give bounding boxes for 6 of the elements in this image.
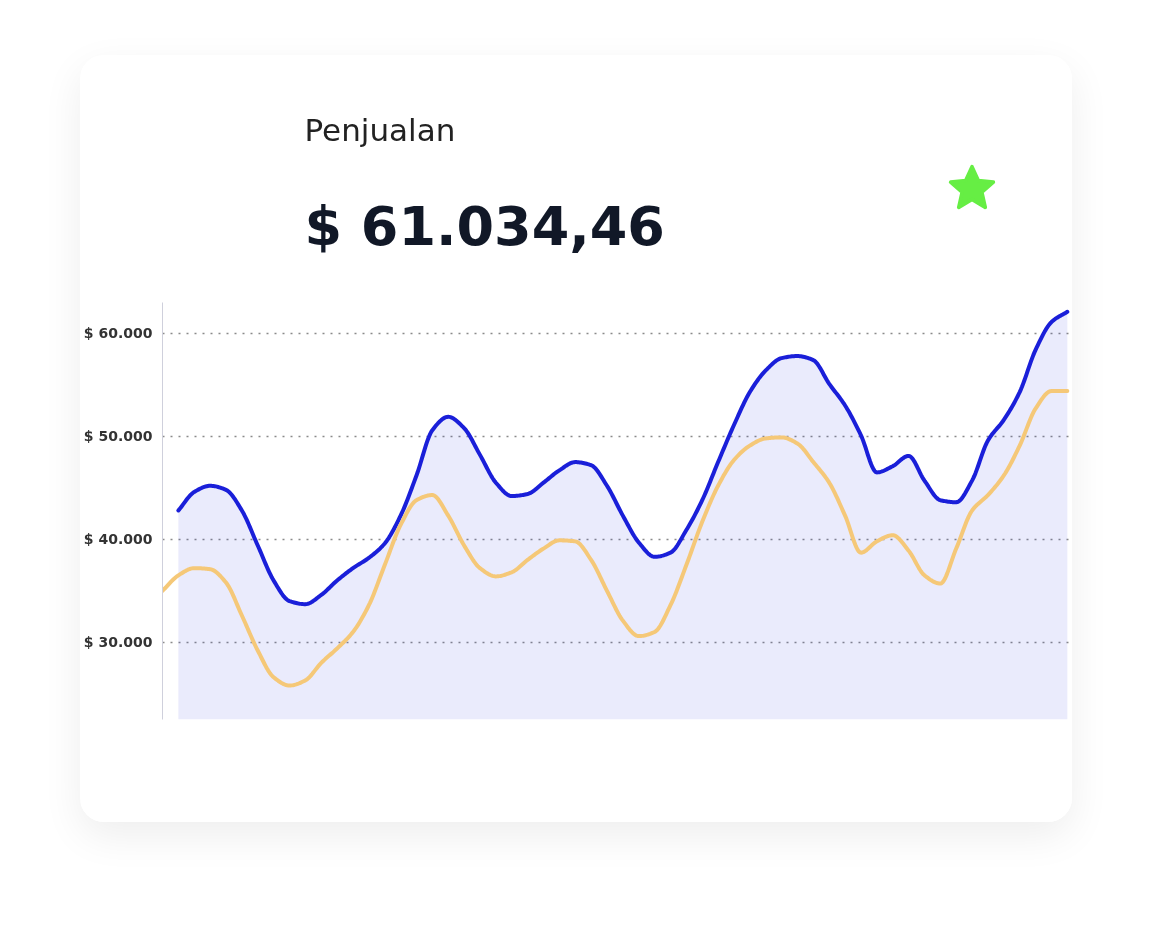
chart-subtitle: $ 61.034,46 bbox=[304, 194, 665, 258]
y-tick-label: $ 30.000 bbox=[83, 634, 153, 651]
y-tick-label: $ 50.000 bbox=[83, 428, 153, 445]
chart-title: Penjualan bbox=[304, 111, 456, 148]
y-tick-label: $ 40.000 bbox=[83, 531, 153, 548]
y-tick-label: $ 60.000 bbox=[83, 325, 153, 342]
